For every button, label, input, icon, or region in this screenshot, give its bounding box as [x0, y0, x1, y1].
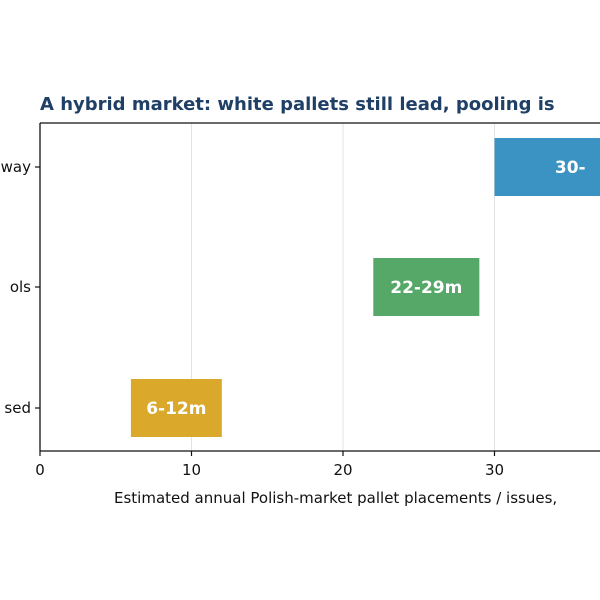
bars	[130, 138, 600, 437]
bar-label: 22-29m	[390, 278, 462, 298]
x-ticks: 0 10 20 30	[35, 451, 504, 479]
x-tick-label: 10	[182, 461, 201, 479]
y-tick-label: way	[1, 158, 31, 176]
x-tick-label: 0	[35, 461, 45, 479]
bar-label: 30-	[555, 158, 586, 178]
x-axis-label: Estimated annual Polish-market pallet pl…	[114, 489, 557, 507]
bar	[130, 379, 222, 437]
y-tick-label: sed	[4, 399, 31, 417]
bar	[373, 258, 480, 316]
y-ticks: way ols sed	[1, 158, 40, 417]
x-tick-label: 30	[485, 461, 504, 479]
y-tick-label: ols	[10, 278, 31, 296]
bar-label: 6-12m	[146, 399, 206, 419]
bar-labels: 30- 22-29m 6-12m	[146, 158, 585, 419]
bar	[494, 138, 600, 196]
chart-title: A hybrid market: white pallets still lea…	[40, 94, 555, 115]
x-tick-label: 20	[333, 461, 352, 479]
